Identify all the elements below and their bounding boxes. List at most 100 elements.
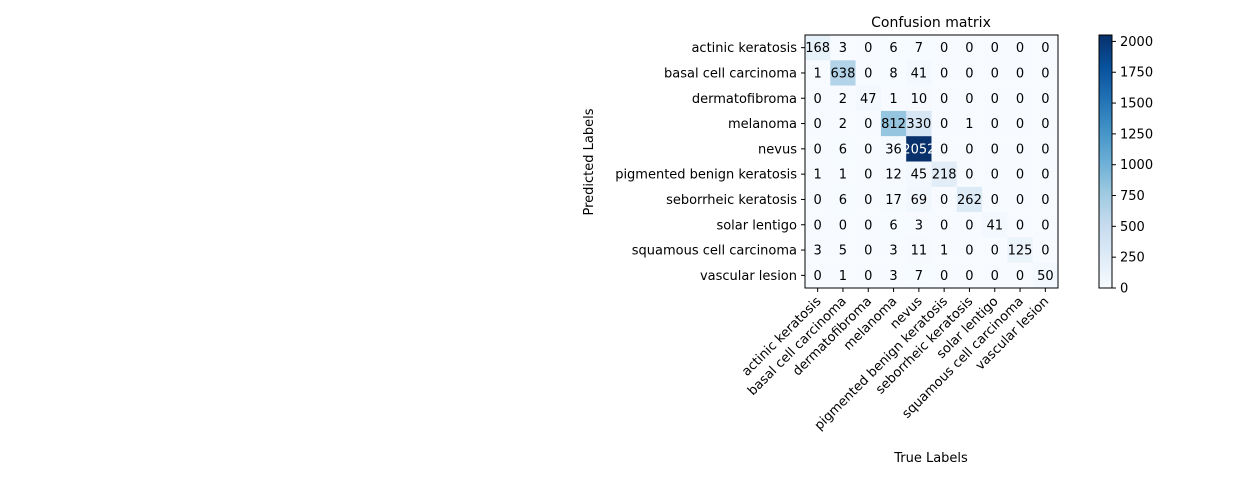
cell-value-label: 0 xyxy=(1016,66,1024,81)
cell-value-label: 0 xyxy=(1041,142,1049,157)
cell-value-label: 0 xyxy=(864,269,872,284)
cell-value-label: 1 xyxy=(889,92,897,107)
heatmap-cell xyxy=(855,85,882,112)
cell-value-label: 0 xyxy=(1041,218,1049,233)
cell-value-label: 0 xyxy=(1041,117,1049,132)
heatmap-cell xyxy=(855,212,882,238)
cell-value-label: 3 xyxy=(915,218,923,233)
heatmap-cell xyxy=(1032,136,1059,162)
heatmap-cell xyxy=(880,60,907,86)
cell-value-label: 0 xyxy=(864,193,872,208)
heatmap-cell xyxy=(906,262,932,289)
y-axis-label: Predicted Labels xyxy=(582,108,597,215)
cell-value-label: 0 xyxy=(940,193,948,208)
heatmap-cell xyxy=(805,35,831,61)
heatmap-cell xyxy=(1032,161,1059,187)
heatmap-cell xyxy=(956,35,983,61)
heatmap-cell xyxy=(906,60,932,86)
heatmap-cell xyxy=(830,35,856,61)
heatmap-cell xyxy=(1007,186,1033,213)
cell-value-label: 0 xyxy=(1041,41,1049,56)
cell-value-label: 0 xyxy=(814,142,822,157)
heatmap-cell xyxy=(931,85,957,112)
heatmap-cell xyxy=(1032,85,1059,112)
heatmap-cell xyxy=(880,161,907,187)
cell-value-label: 1 xyxy=(940,244,948,259)
heatmap-cell xyxy=(1007,212,1033,238)
heatmap-cell xyxy=(805,110,831,137)
colorbar-tick-label: 1750 xyxy=(1120,66,1153,81)
cell-value-label: 6 xyxy=(839,193,847,208)
heatmap-cell xyxy=(805,186,831,213)
cell-value-label: 6 xyxy=(889,41,897,56)
cell-value-label: 7 xyxy=(915,269,923,284)
cell-value-label: 0 xyxy=(991,66,999,81)
cell-value-label: 17 xyxy=(885,193,902,208)
y-tick-label: dermatofibroma xyxy=(692,92,797,107)
cell-value-label: 0 xyxy=(965,41,973,56)
heatmap-cell xyxy=(906,110,932,137)
cell-value-label: 0 xyxy=(839,218,847,233)
cell-value-label: 0 xyxy=(940,92,948,107)
cell-value-label: 0 xyxy=(864,168,872,183)
heatmap-cell xyxy=(982,237,1008,263)
cell-value-label: 0 xyxy=(991,244,999,259)
colorbar-tick-label: 1000 xyxy=(1120,158,1153,173)
heatmap-cell xyxy=(906,237,932,263)
heatmap-cell xyxy=(982,262,1008,289)
heatmap-cell xyxy=(830,186,856,213)
y-tick-label: vascular lesion xyxy=(700,269,797,284)
cell-value-label: 0 xyxy=(1016,117,1024,132)
y-tick-label: actinic keratosis xyxy=(691,41,797,56)
heatmap-cell xyxy=(982,85,1008,112)
cell-value-label: 2 xyxy=(839,92,847,107)
cell-value-label: 6 xyxy=(839,142,847,157)
heatmap-cell xyxy=(855,161,882,187)
cell-value-label: 0 xyxy=(965,218,973,233)
cell-value-label: 3 xyxy=(889,244,897,259)
cell-value-label: 125 xyxy=(1008,244,1033,259)
heatmap-cell xyxy=(1032,35,1059,61)
cell-value-label: 1 xyxy=(839,269,847,284)
cell-value-label: 812 xyxy=(881,117,906,132)
y-tick-label: solar lentigo xyxy=(716,218,797,233)
heatmap-cell xyxy=(855,60,882,86)
cell-value-label: 0 xyxy=(991,142,999,157)
heatmap-cell xyxy=(855,186,882,213)
cell-value-label: 0 xyxy=(864,244,872,259)
heatmap-cell xyxy=(906,161,932,187)
heatmap-cell xyxy=(1007,110,1033,137)
cell-value-label: 0 xyxy=(814,117,822,132)
cell-value-label: 0 xyxy=(991,269,999,284)
heatmap-cell xyxy=(805,161,831,187)
cell-value-label: 50 xyxy=(1037,269,1054,284)
heatmap-cell xyxy=(931,35,957,61)
heatmap-cell xyxy=(931,136,957,162)
heatmap-cell xyxy=(830,237,856,263)
cell-value-label: 6 xyxy=(889,218,897,233)
cell-value-label: 1 xyxy=(965,117,973,132)
cell-value-label: 5 xyxy=(839,244,847,259)
cell-value-label: 0 xyxy=(991,117,999,132)
cell-value-label: 0 xyxy=(1016,142,1024,157)
cell-value-label: 1 xyxy=(814,168,822,183)
heatmap-cell xyxy=(956,212,983,238)
heatmap-cell xyxy=(830,262,856,289)
heatmap-cell xyxy=(1032,212,1059,238)
cell-value-label: 0 xyxy=(1016,193,1024,208)
heatmap-cell xyxy=(880,136,907,162)
heatmap-cell xyxy=(956,60,983,86)
heatmap-cell xyxy=(931,60,957,86)
heatmap-cell xyxy=(956,136,983,162)
cell-value-label: 2 xyxy=(839,117,847,132)
cell-value-label: 0 xyxy=(1016,218,1024,233)
cell-value-label: 0 xyxy=(1016,168,1024,183)
heatmap-cell xyxy=(956,85,983,112)
heatmap-cell xyxy=(805,212,831,238)
cell-value-label: 0 xyxy=(965,66,973,81)
heatmap-cell xyxy=(956,186,983,213)
heatmap-cell xyxy=(880,85,907,112)
cell-value-label: 0 xyxy=(1041,168,1049,183)
heatmap-cell xyxy=(956,110,983,137)
